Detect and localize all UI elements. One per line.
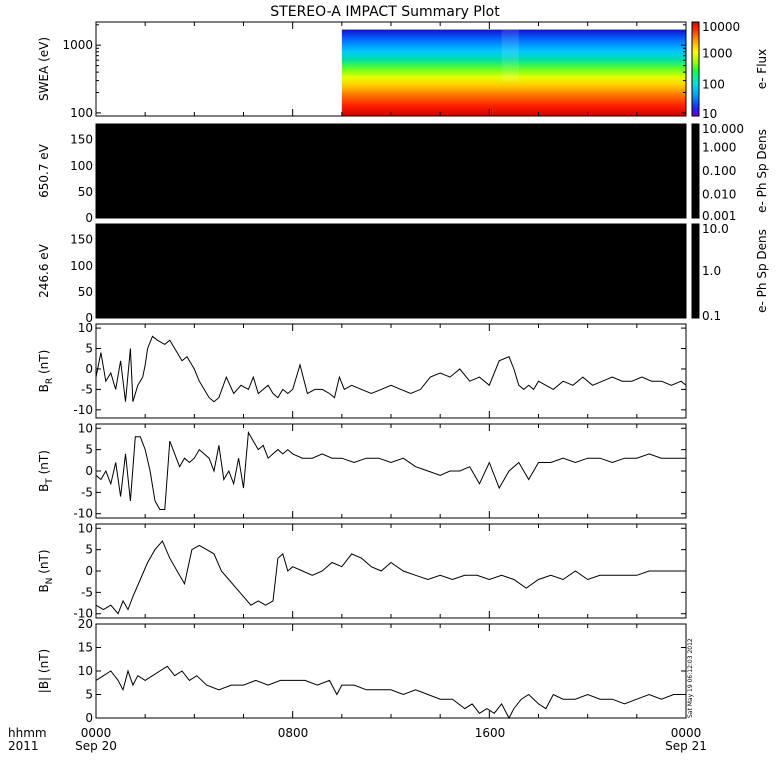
ph650-colorbar-tick-label: 0.010 [702, 188, 736, 202]
swea-y-axis-label: SWEA (eV) [37, 37, 51, 101]
swea-dip-band [501, 29, 519, 82]
br-y-tick-label: 10 [78, 321, 93, 335]
bn-y-tick-label: 0 [85, 564, 93, 578]
ph246-y-tick-label: 50 [78, 285, 93, 299]
x-date-label: Sep 20 [75, 739, 117, 753]
ph650-y-tick-label: 100 [70, 159, 93, 173]
ph650-colorbar-tick-label: 0.001 [702, 209, 736, 223]
ph650-colorbar-tick-label: 1.000 [702, 141, 736, 155]
x-tick-label: 0000 [671, 726, 702, 740]
ph246-y-tick-label: 100 [70, 259, 93, 273]
bn-y-tick-label: 5 [85, 543, 93, 557]
br-y-tick-label: 0 [85, 362, 93, 376]
bmag-y-tick-label: 20 [78, 617, 93, 631]
ph246-colorbar-tick-label: 1.0 [702, 264, 721, 278]
chart-title: STEREO-A IMPACT Summary Plot [270, 4, 500, 20]
bn-y-tick-label: -5 [81, 585, 93, 599]
bmag-trace [95, 665, 686, 720]
x-axis-labels: hhmm 2011 0000 0800 1600 0000 Sep 20 Sep… [8, 726, 707, 753]
ph650-colorbar-tick-label: 0.100 [702, 164, 736, 178]
x-tick-label: 0800 [278, 726, 309, 740]
br-y-axis-label: BR (nT) [37, 350, 55, 393]
br-y-tick-label: -10 [73, 403, 93, 417]
bn-trace [95, 540, 686, 615]
ph650-y-axis-label: 650.7 eV [37, 143, 51, 198]
ph650-y-tick-label: 50 [78, 185, 93, 199]
bmag-panel-frame [95, 623, 687, 719]
ph650-colorbar-label: e- Ph Sp Dens [755, 129, 769, 213]
ph650-colorbar-tick-label: 10.000 [702, 122, 744, 136]
br-y-tick-label: -5 [81, 382, 93, 396]
bn-panel-frame [95, 523, 687, 619]
ph650-spectrogram [96, 124, 686, 218]
bmag-y-tick-label: 0 [85, 711, 93, 725]
swea-spectrogram [341, 29, 686, 116]
bmag-y-tick-label: 5 [85, 688, 93, 702]
ph246-colorbar [691, 223, 700, 319]
bt-trace [95, 430, 686, 510]
br-panel-frame [95, 323, 687, 419]
bt-y-tick-label: -5 [81, 485, 93, 499]
swea-colorbar [691, 21, 700, 117]
ph246-colorbar-tick-label: 0.1 [702, 309, 721, 323]
swea-y-tick-label: 100 [70, 106, 93, 120]
bt-y-tick-label: -10 [73, 507, 93, 521]
timestamp-label: Sat May 19 06:12:03 2012 [687, 638, 694, 718]
ph650-colorbar [691, 123, 700, 219]
bt-y-tick-label: 10 [78, 421, 93, 435]
swea-colorbar-tick-label: 1000 [702, 46, 733, 60]
ph246-y-tick-label: 0 [85, 311, 93, 325]
bt-y-axis-label: BT (nT) [37, 450, 55, 492]
bn-y-tick-label: -10 [73, 607, 93, 621]
ph246-colorbar-tick-label: 10.0 [702, 222, 729, 236]
bt-y-tick-label: 0 [85, 464, 93, 478]
br-trace [95, 335, 687, 403]
ph246-colorbar-label: e- Ph Sp Dens [755, 229, 769, 313]
swea-y-tick-label: 1000 [62, 38, 93, 52]
ph650-y-tick-label: 150 [70, 133, 93, 147]
swea-colorbar-tick-label: 10 [702, 107, 717, 121]
bmag-y-tick-label: 15 [78, 641, 93, 655]
bt-panel-frame [95, 423, 687, 519]
x-tick-label: 1600 [475, 726, 506, 740]
ph650-y-tick-label: 0 [85, 211, 93, 225]
bmag-y-tick-label: 10 [78, 664, 93, 678]
ph246-spectrogram [96, 224, 686, 318]
bmag-y-axis-label: |B| (nT) [37, 649, 51, 693]
x-axis-label-year: 2011 [8, 739, 39, 753]
bn-y-axis-label: BN (nT) [37, 549, 55, 592]
bt-y-tick-label: 5 [85, 443, 93, 457]
x-axis-label-hhmm: hhmm [8, 726, 47, 740]
swea-colorbar-tick-label: 100 [702, 78, 725, 92]
br-y-tick-label: 5 [85, 342, 93, 356]
swea-colorbar-tick-label: 10000 [702, 20, 740, 34]
x-date-label: Sep 21 [665, 739, 707, 753]
ph246-y-tick-label: 150 [70, 233, 93, 247]
swea-colorbar-label: e- Flux [755, 49, 769, 89]
ph246-y-axis-label: 246.6 eV [37, 243, 51, 298]
bn-y-tick-label: 10 [78, 521, 93, 535]
x-tick-label: 0000 [81, 726, 112, 740]
